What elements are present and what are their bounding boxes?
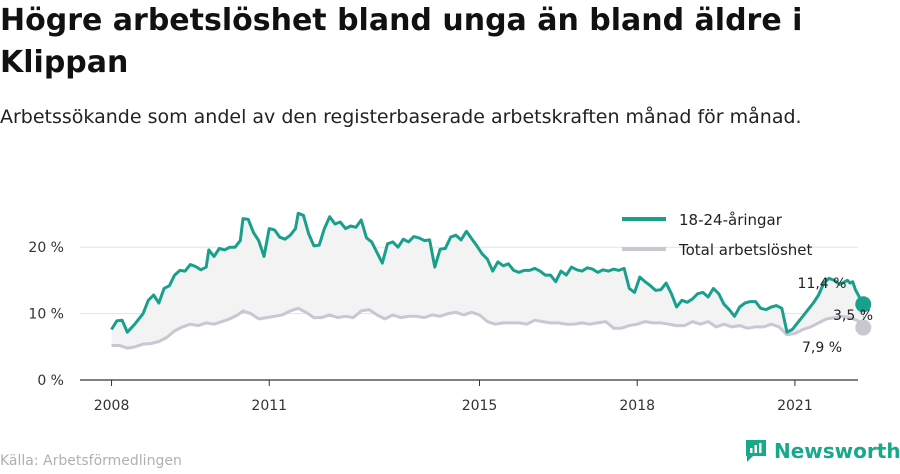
end-marker-total <box>855 319 872 336</box>
newsworthy-logo-icon <box>746 440 766 462</box>
y-tick-label: 10 % <box>28 307 64 323</box>
gap-label: 3,5 % <box>833 308 873 324</box>
legend-label-youth: 18-24-åringar <box>679 211 783 229</box>
series-line-youth <box>110 211 865 334</box>
end-marker-youth <box>855 296 872 313</box>
chart-title: Högre arbetslöshet bland unga än bland ä… <box>0 3 803 80</box>
x-tick-label: 2011 <box>251 398 287 414</box>
x-tick-label: 2008 <box>94 398 130 414</box>
series-line-total <box>111 306 865 350</box>
x-tick-label: 2021 <box>777 398 813 414</box>
source-note: Källa: Arbetsförmedlingen <box>0 453 182 469</box>
legend-label-total: Total arbetslöshet <box>678 241 813 259</box>
y-tick-label: 0 % <box>37 373 64 389</box>
end-label-total: 7,9 % <box>802 340 842 356</box>
legend: 18-24-åringar Total arbetslöshet <box>622 211 813 259</box>
gap-area <box>111 213 864 349</box>
y-tick-label: 20 % <box>28 240 64 256</box>
x-tick-label: 2015 <box>462 398 498 414</box>
brand-name: Newsworthy <box>774 439 900 463</box>
end-label-youth: 11,4 % <box>798 276 847 292</box>
chart-subtitle: Arbetssökande som andel av den registerb… <box>0 106 802 128</box>
x-tick-label: 2018 <box>619 398 655 414</box>
brand-logo: Newsworthy <box>744 438 900 464</box>
